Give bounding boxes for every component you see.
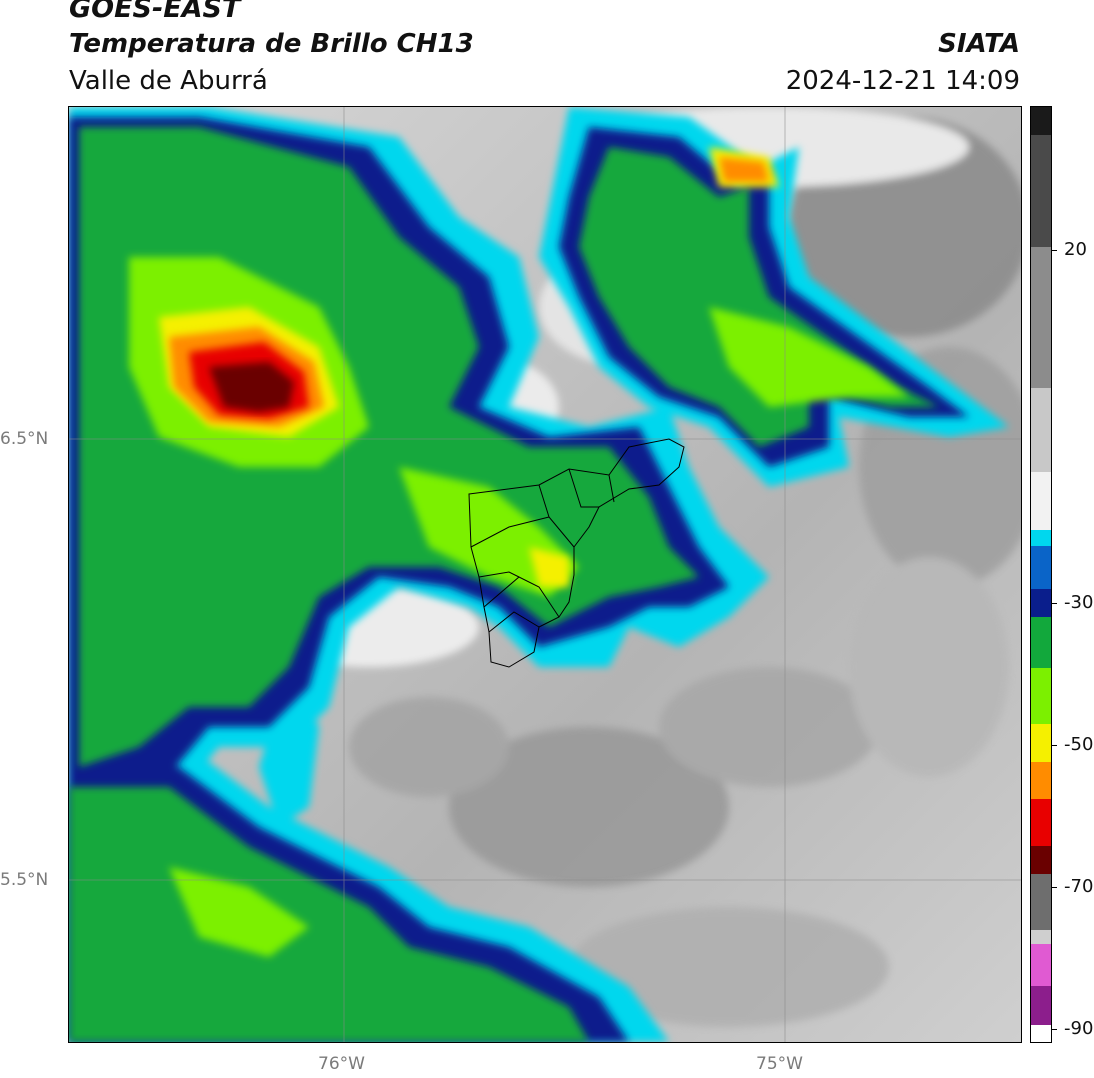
colorbar-tick: [1051, 745, 1057, 746]
colorbar-tick-label: -90: [1064, 1018, 1094, 1039]
colorbar-tick-label: -50: [1064, 734, 1094, 755]
colorbar-tick: [1051, 250, 1057, 251]
colorbar-segment: [1031, 387, 1051, 473]
colorbar-tick: [1051, 603, 1057, 604]
colorbar-segment: [1031, 873, 1051, 931]
colorbar-tick-label: -70: [1064, 876, 1094, 897]
colorbar-segment: [1031, 588, 1051, 618]
colorbar-segment: [1031, 546, 1051, 590]
colorbar-segment: [1031, 724, 1051, 763]
colorbar-segment: [1031, 107, 1051, 136]
colorbar-segment: [1031, 135, 1051, 249]
datetime-label: 2024-12-21 14:09: [785, 66, 1020, 96]
satellite-title: GOES-EAST: [69, 0, 241, 24]
colorbar-segment: [1031, 247, 1051, 389]
colorbar-tick: [1051, 1029, 1057, 1030]
colorbar-tick-label: 20: [1064, 239, 1087, 260]
colorbar-tick-label: -30: [1064, 592, 1094, 613]
colorbar-segment: [1031, 929, 1051, 945]
map-canvas: [69, 107, 1021, 1042]
colorbar-segment: [1031, 616, 1051, 669]
colorbar-segment: [1031, 471, 1051, 529]
region-subtitle: Valle de Aburrá: [69, 66, 268, 96]
valle-de-aburra-boundary: [468, 438, 685, 668]
brightness-temperature-map[interactable]: [68, 106, 1022, 1043]
latitude-label-6-5n: 6.5°N: [0, 429, 49, 449]
longitude-label-76w: 76°W: [318, 1054, 365, 1074]
longitude-label-75w: 75°W: [756, 1054, 803, 1074]
colorbar-segment: [1031, 798, 1051, 846]
latitude-label-5-5n: 5.5°N: [0, 870, 49, 890]
map-gridlines: [69, 107, 1021, 1042]
temperature-colorbar: [1030, 106, 1052, 1043]
colorbar-segment: [1031, 943, 1051, 987]
colorbar-segment: [1031, 985, 1051, 1026]
colorbar-tick: [1051, 887, 1057, 888]
cloud-layer-darkred: [209, 362, 294, 412]
colorbar-segment: [1031, 845, 1051, 875]
colorbar-segment: [1031, 668, 1051, 725]
colorbar-segment: [1031, 527, 1051, 530]
colorbar-segment: [1031, 761, 1051, 800]
organization-label: SIATA: [938, 29, 1020, 59]
colorbar-segment: [1031, 1025, 1051, 1042]
product-title: Temperatura de Brillo CH13: [69, 29, 474, 59]
colorbar-segment: [1031, 529, 1051, 547]
